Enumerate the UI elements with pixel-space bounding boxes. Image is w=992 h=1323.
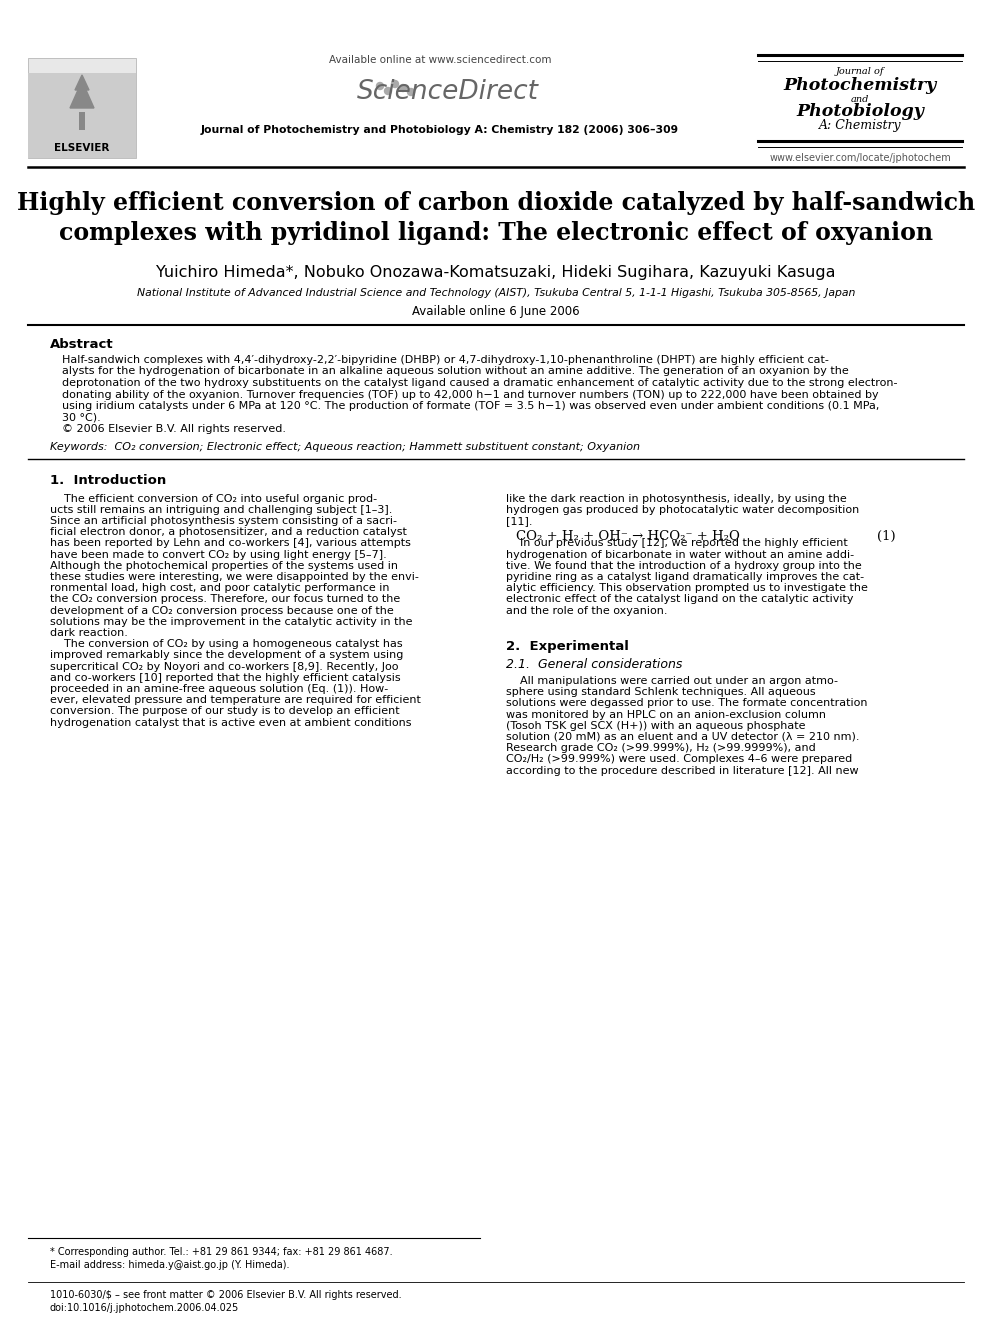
Text: doi:10.1016/j.jphotochem.2006.04.025: doi:10.1016/j.jphotochem.2006.04.025 [50,1303,239,1312]
Text: hydrogen gas produced by photocatalytic water decomposition: hydrogen gas produced by photocatalytic … [506,504,859,515]
Text: 2.  Experimental: 2. Experimental [506,640,629,654]
Text: Although the photochemical properties of the systems used in: Although the photochemical properties of… [50,561,398,570]
Text: proceeded in an amine-free aqueous solution (Eq. (1)). How-: proceeded in an amine-free aqueous solut… [50,684,388,693]
Text: Since an artificial photosynthesis system consisting of a sacri-: Since an artificial photosynthesis syste… [50,516,397,527]
Text: and co-workers [10] reported that the highly efficient catalysis: and co-workers [10] reported that the hi… [50,672,401,683]
Text: Available online at www.sciencedirect.com: Available online at www.sciencedirect.co… [328,56,552,65]
Text: dark reaction.: dark reaction. [50,628,128,638]
Text: www.elsevier.com/locate/jphotochem: www.elsevier.com/locate/jphotochem [769,153,951,163]
Polygon shape [70,75,94,108]
Text: Journal of: Journal of [835,67,884,77]
Text: the CO₂ conversion process. Therefore, our focus turned to the: the CO₂ conversion process. Therefore, o… [50,594,400,605]
Text: Research grade CO₂ (>99.999%), H₂ (>99.9999%), and: Research grade CO₂ (>99.999%), H₂ (>99.9… [506,744,815,753]
Ellipse shape [385,87,392,94]
Text: CO₂/H₂ (>99.999%) were used. Complexes 4–6 were prepared: CO₂/H₂ (>99.999%) were used. Complexes 4… [506,754,852,765]
Text: ever, elevated pressure and temperature are required for efficient: ever, elevated pressure and temperature … [50,695,421,705]
Text: ronmental load, high cost, and poor catalytic performance in: ronmental load, high cost, and poor cata… [50,583,390,593]
Text: CO₂ + H₂ + OH⁻ → HCO₂⁻ + H₂O: CO₂ + H₂ + OH⁻ → HCO₂⁻ + H₂O [516,529,740,542]
Text: development of a CO₂ conversion process because one of the: development of a CO₂ conversion process … [50,606,394,615]
Text: Photochemistry: Photochemistry [784,78,936,94]
Text: Half-sandwich complexes with 4,4′-dihydroxy-2,2′-bipyridine (DHBP) or 4,7-dihydr: Half-sandwich complexes with 4,4′-dihydr… [62,355,829,365]
Text: using iridium catalysts under 6 MPa at 120 °C. The production of formate (TOF = : using iridium catalysts under 6 MPa at 1… [62,401,879,411]
Text: A: Chemistry: A: Chemistry [818,119,902,132]
Text: ucts still remains an intriguing and challenging subject [1–3].: ucts still remains an intriguing and cha… [50,504,393,515]
Text: ELSEVIER: ELSEVIER [55,143,110,153]
Text: improved remarkably since the development of a system using: improved remarkably since the developmen… [50,651,404,660]
Text: Abstract: Abstract [50,337,114,351]
Text: Keywords:  CO₂ conversion; Electronic effect; Aqueous reaction; Hammett substitu: Keywords: CO₂ conversion; Electronic eff… [50,442,640,451]
Text: hydrogenation catalyst that is active even at ambient conditions: hydrogenation catalyst that is active ev… [50,717,412,728]
Text: Journal of Photochemistry and Photobiology A: Chemistry 182 (2006) 306–309: Journal of Photochemistry and Photobiolo… [201,124,680,135]
Text: according to the procedure described in literature [12]. All new: according to the procedure described in … [506,766,859,775]
Text: [11].: [11]. [506,516,533,527]
Text: solution (20 mM) as an eluent and a UV detector (λ = 210 nm).: solution (20 mM) as an eluent and a UV d… [506,732,859,742]
Ellipse shape [392,81,399,87]
Bar [79,112,85,130]
Text: National Institute of Advanced Industrial Science and Technology (AIST), Tsukuba: National Institute of Advanced Industria… [137,288,855,298]
Text: Photobiology: Photobiology [796,103,924,120]
Text: solutions may be the improvement in the catalytic activity in the: solutions may be the improvement in the … [50,617,413,627]
Text: (Tosoh TSK gel SCX (H+)) with an aqueous phosphate: (Tosoh TSK gel SCX (H+)) with an aqueous… [506,721,806,730]
Text: E-mail address: himeda.y@aist.go.jp (Y. Himeda).: E-mail address: himeda.y@aist.go.jp (Y. … [50,1259,290,1270]
Bar [28,73,136,157]
Text: 2.1.  General considerations: 2.1. General considerations [506,659,682,671]
Ellipse shape [377,82,384,90]
Text: All manipulations were carried out under an argon atmo-: All manipulations were carried out under… [506,676,838,685]
Text: have been made to convert CO₂ by using light energy [5–7].: have been made to convert CO₂ by using l… [50,549,387,560]
Text: * Corresponding author. Tel.: +81 29 861 9344; fax: +81 29 861 4687.: * Corresponding author. Tel.: +81 29 861… [50,1248,393,1257]
Text: 1010-6030/$ – see front matter © 2006 Elsevier B.V. All rights reserved.: 1010-6030/$ – see front matter © 2006 El… [50,1290,402,1301]
Text: 30 °C).: 30 °C). [62,413,101,422]
Text: deprotonation of the two hydroxy substituents on the catalyst ligand caused a dr: deprotonation of the two hydroxy substit… [62,378,898,388]
Text: The conversion of CO₂ by using a homogeneous catalyst has: The conversion of CO₂ by using a homogen… [50,639,403,650]
Text: alytic efficiency. This observation prompted us to investigate the: alytic efficiency. This observation prom… [506,583,868,593]
Text: and the role of the oxyanion.: and the role of the oxyanion. [506,606,668,615]
Text: Yuichiro Himeda*, Nobuko Onozawa-Komatsuzaki, Hideki Sugihara, Kazuyuki Kasuga: Yuichiro Himeda*, Nobuko Onozawa-Komatsu… [157,265,835,279]
Text: and: and [851,94,869,103]
Text: conversion. The purpose of our study is to develop an efficient: conversion. The purpose of our study is … [50,706,400,716]
Text: In our previous study [12], we reported the highly efficient: In our previous study [12], we reported … [506,538,848,548]
Text: solutions were degassed prior to use. The formate concentration: solutions were degassed prior to use. Th… [506,699,867,708]
Text: supercritical CO₂ by Noyori and co-workers [8,9]. Recently, Joo: supercritical CO₂ by Noyori and co-worke… [50,662,399,672]
Text: Highly efficient conversion of carbon dioxide catalyzed by half-sandwich
complex: Highly efficient conversion of carbon di… [17,191,975,245]
Bar [28,58,136,157]
Text: these studies were interesting, we were disappointed by the envi-: these studies were interesting, we were … [50,572,419,582]
Text: has been reported by Lehn and co-workers [4], various attempts: has been reported by Lehn and co-workers… [50,538,411,548]
Text: © 2006 Elsevier B.V. All rights reserved.: © 2006 Elsevier B.V. All rights reserved… [62,423,286,434]
Ellipse shape [400,85,407,91]
Text: ficial electron donor, a photosensitizer, and a reduction catalyst: ficial electron donor, a photosensitizer… [50,527,407,537]
Text: electronic effect of the catalyst ligand on the catalytic activity: electronic effect of the catalyst ligand… [506,594,853,605]
Text: Available online 6 June 2006: Available online 6 June 2006 [413,306,579,319]
Text: donating ability of the oxyanion. Turnover frequencies (TOF) up to 42,000 h−1 an: donating ability of the oxyanion. Turnov… [62,389,879,400]
Text: ScienceDirect: ScienceDirect [357,79,539,105]
Text: hydrogenation of bicarbonate in water without an amine addi-: hydrogenation of bicarbonate in water wi… [506,549,854,560]
Text: was monitored by an HPLC on an anion-exclusion column: was monitored by an HPLC on an anion-exc… [506,709,826,720]
Text: alysts for the hydrogenation of bicarbonate in an alkaline aqueous solution with: alysts for the hydrogenation of bicarbon… [62,366,849,377]
Text: sphere using standard Schlenk techniques. All aqueous: sphere using standard Schlenk techniques… [506,687,815,697]
Ellipse shape [408,89,415,95]
Text: The efficient conversion of CO₂ into useful organic prod-: The efficient conversion of CO₂ into use… [50,493,377,504]
Text: pyridine ring as a catalyst ligand dramatically improves the cat-: pyridine ring as a catalyst ligand drama… [506,572,864,582]
Text: 1.  Introduction: 1. Introduction [50,474,167,487]
Text: like the dark reaction in photosynthesis, ideally, by using the: like the dark reaction in photosynthesis… [506,493,847,504]
Text: tive. We found that the introduction of a hydroxy group into the: tive. We found that the introduction of … [506,561,862,570]
Text: (1): (1) [877,529,896,542]
